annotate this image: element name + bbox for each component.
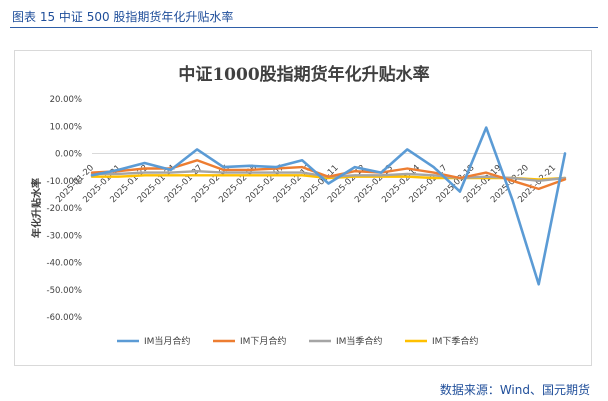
y-tick-label: -60.00% [47,313,82,323]
y-tick-label: -40.00% [47,259,82,269]
series-line [90,126,567,286]
series-lines [90,126,567,286]
chart-frame [14,50,592,366]
y-tick-label: -50.00% [47,286,82,296]
y-axis: 20.00% 10.00% 0.00% -10.00% -20.00% -30.00% -4… [47,95,82,323]
y-tick-label: -30.00% [47,231,82,241]
y-tick-label: 0.00% [55,150,82,160]
series-line [90,174,567,181]
legend: IM当月合约 IM下月合约 IM当季合约 IM下季合约 [117,335,478,347]
data-source: 数据来源：Wind、国元期货 [439,383,590,397]
y-axis-label: 年化升贴水率 [30,178,43,238]
legend-label: IM下月合约 [240,335,286,347]
y-tick-label: 10.00% [50,122,82,132]
y-tick-label: 20.00% [50,95,82,105]
y-tick-label: -20.00% [47,204,82,214]
legend-label: IM当月合约 [144,335,190,347]
legend-label: IM下季合约 [432,335,478,347]
caption-divider [10,27,598,28]
y-tick-label: -10.00% [47,177,82,187]
x-axis: 2025-01-202025-01-212025-01-222025-01-24… [54,153,565,205]
figure-caption: 图表 15 中证 500 股指期货年化升贴水率 [12,10,234,24]
legend-label: IM当季合约 [336,335,382,347]
chart-title: 中证1000股指期货年化升贴水率 [178,65,430,85]
